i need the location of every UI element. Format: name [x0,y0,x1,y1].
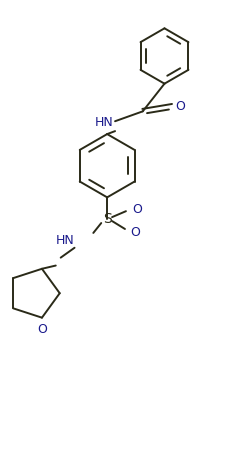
Text: O: O [175,100,185,113]
Text: HN: HN [94,116,113,129]
Text: O: O [37,323,47,336]
Text: O: O [132,202,142,216]
Text: O: O [130,227,140,239]
Text: S: S [103,212,112,226]
Text: HN: HN [56,234,74,247]
